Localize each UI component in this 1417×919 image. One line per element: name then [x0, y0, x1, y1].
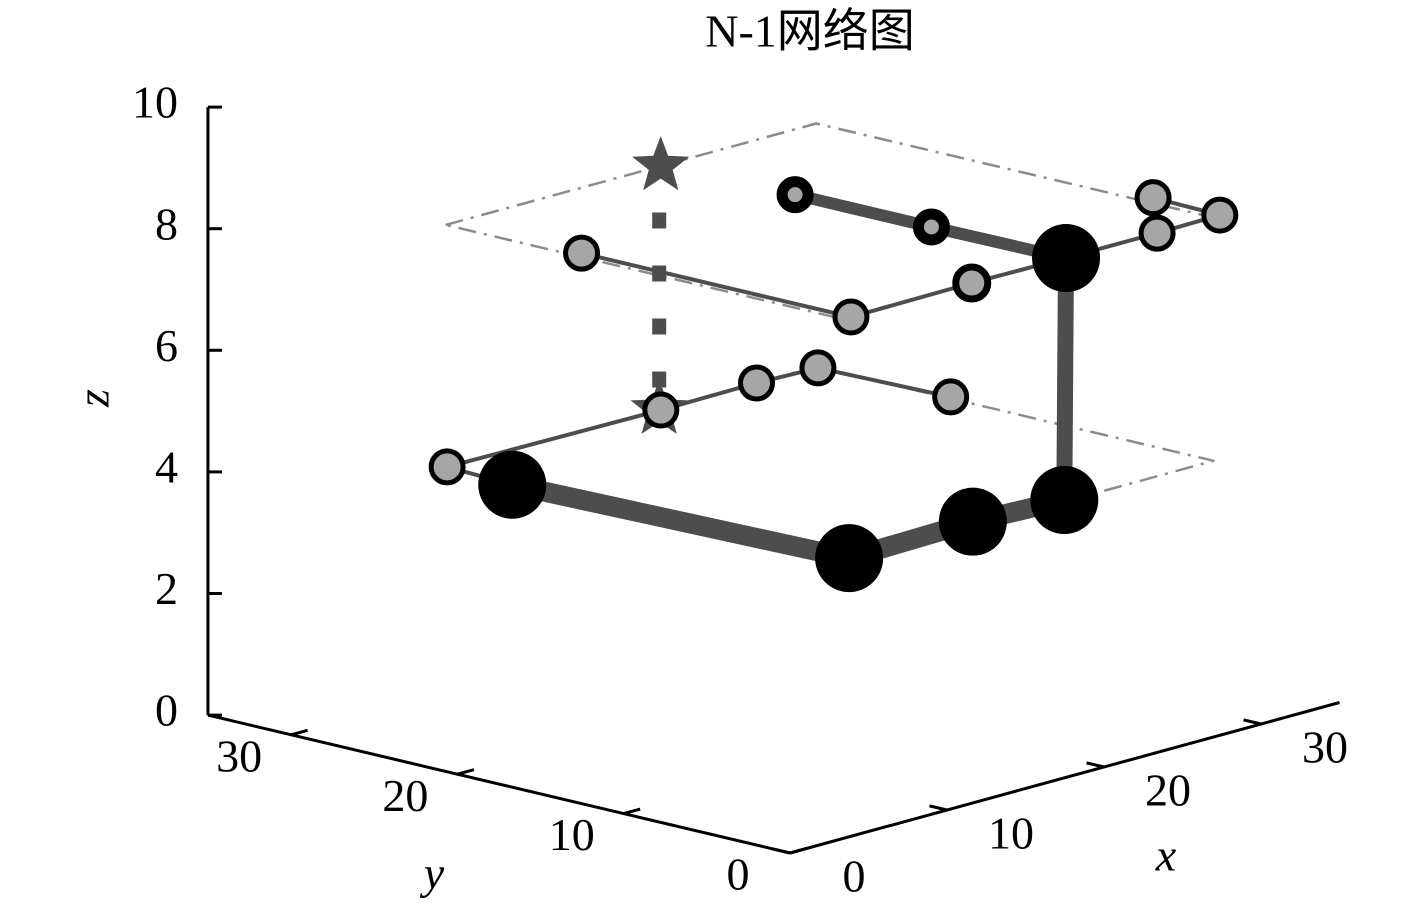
node: [1030, 466, 1099, 535]
node: [938, 487, 1007, 556]
node: [952, 263, 992, 303]
z-tick-label: 6: [155, 320, 178, 371]
node: [1201, 196, 1239, 234]
y-tick: [457, 768, 475, 776]
y-tick: [623, 807, 641, 816]
edge-line: [510, 474, 1067, 569]
node: [642, 391, 680, 429]
chart-title: N-1网络图: [705, 6, 915, 57]
y-tick-label: 0: [727, 849, 750, 900]
node-star: [632, 136, 690, 191]
node: [799, 349, 837, 387]
node: [738, 364, 776, 402]
x-tick: [1086, 761, 1105, 769]
x-tick-label: 10: [988, 808, 1034, 859]
node: [832, 298, 870, 336]
y-tick-label: 20: [382, 770, 428, 821]
node: [1134, 179, 1172, 217]
edge-line: [581, 213, 1221, 319]
edge-line: [1056, 257, 1074, 501]
x-tick-label: 0: [843, 851, 866, 902]
z-tick-label: 0: [155, 685, 178, 736]
node: [428, 448, 466, 486]
node: [912, 208, 950, 246]
z-tick-label: 4: [155, 441, 178, 492]
y-axis: [207, 713, 791, 855]
edge-line: [445, 122, 1215, 321]
y-tick-label: 10: [549, 809, 595, 860]
y-tick: [789, 847, 807, 855]
z-tick-label: 10: [132, 77, 178, 128]
node: [563, 234, 601, 272]
x-tick-label: 30: [1302, 722, 1348, 773]
y-axis-label: y: [420, 848, 445, 899]
node: [1138, 214, 1176, 252]
x-axis-label: x: [1155, 830, 1177, 881]
z-tick-label: 2: [155, 563, 178, 614]
node: [478, 450, 547, 519]
z-tick-label: 8: [155, 198, 178, 249]
node: [1032, 224, 1101, 293]
y-tick-label: 30: [216, 730, 262, 781]
x-tick: [1243, 718, 1262, 726]
y-tick: [290, 728, 308, 737]
x-axis: [789, 701, 1340, 855]
node: [815, 524, 884, 593]
x-tick: [929, 804, 948, 812]
x-tick-label: 20: [1145, 765, 1191, 816]
node: [776, 176, 814, 214]
z-axis-label: z: [68, 389, 119, 408]
x-tick: [772, 847, 791, 855]
edge-line: [446, 365, 952, 469]
node: [932, 378, 970, 416]
